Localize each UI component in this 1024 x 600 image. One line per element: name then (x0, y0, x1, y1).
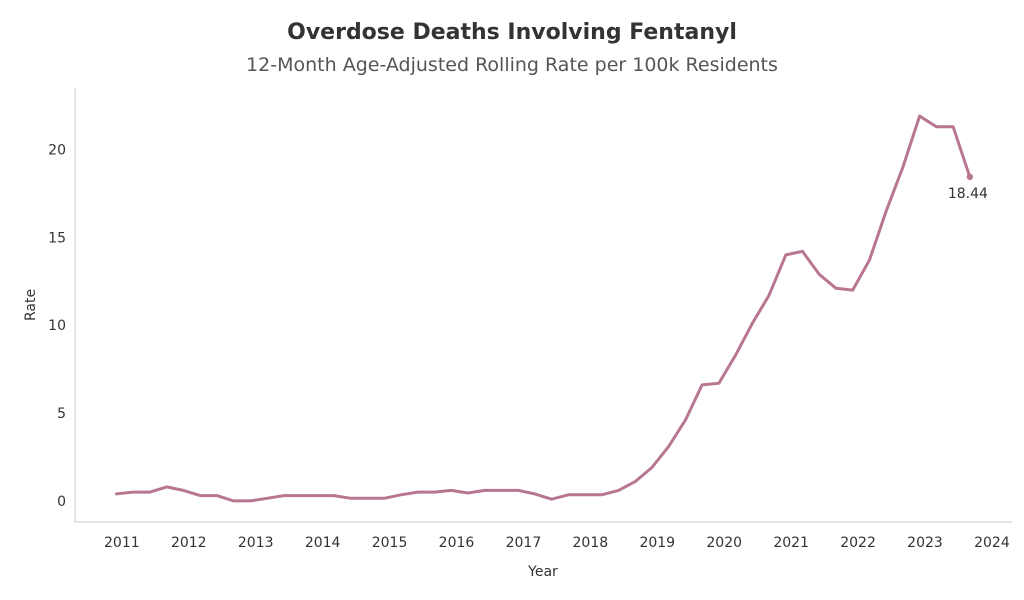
chart-title: Overdose Deaths Involving Fentanyl (287, 20, 737, 45)
x-tick-label: 2011 (104, 535, 140, 551)
x-tick-label: 2013 (238, 535, 274, 551)
last-value-label: 18.44 (948, 186, 988, 202)
y-tick-label: 10 (48, 318, 66, 334)
y-axis-title: Rate (23, 289, 39, 321)
annotation-layer: 18.44 (948, 186, 988, 202)
x-tick-label: 2020 (706, 535, 742, 551)
y-tick-label: 20 (48, 142, 66, 158)
x-tick-label: 2023 (907, 535, 943, 551)
x-tick-label: 2014 (305, 535, 341, 551)
x-tick-label: 2017 (506, 535, 542, 551)
series-line (115, 114, 972, 503)
chart-subtitle: 12-Month Age-Adjusted Rolling Rate per 1… (246, 54, 778, 76)
x-tick-label: 2022 (840, 535, 876, 551)
x-tick-label: 2012 (171, 535, 207, 551)
y-axis-ticks: 0 5 10 15 20 (48, 142, 66, 509)
x-tick-label: 2019 (639, 535, 675, 551)
y-tick-label: 5 (57, 406, 66, 422)
end-point-marker (966, 173, 974, 181)
x-tick-label: 2016 (439, 535, 475, 551)
y-tick-label: 15 (48, 230, 66, 246)
x-axis-ticks: 2011 2012 2013 2014 2015 2016 2017 2018 2019 2020… (104, 535, 1010, 551)
y-tick-label: 0 (57, 494, 66, 510)
x-tick-label: 2015 (372, 535, 408, 551)
series-layer (115, 114, 974, 503)
x-tick-label: 2018 (573, 535, 609, 551)
x-tick-label: 2021 (773, 535, 809, 551)
x-axis-title: Year (527, 564, 558, 580)
x-tick-label: 2024 (974, 535, 1010, 551)
